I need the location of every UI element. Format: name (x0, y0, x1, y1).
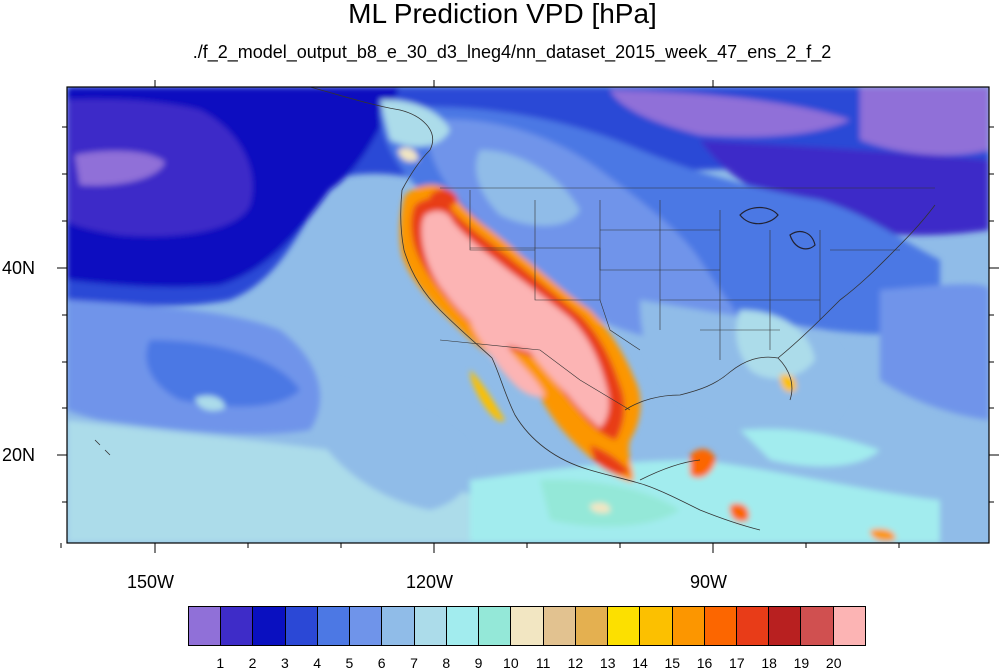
map-subtitle: ./f_2_model_output_b8_e_30_d3_lneg4/nn_d… (192, 42, 832, 62)
legend-swatch (833, 607, 865, 645)
map-title: ML Prediction VPD [hPa] (348, 0, 657, 29)
legend-swatch (608, 607, 641, 645)
legend-swatch (511, 607, 544, 645)
legend-swatch (543, 607, 576, 645)
legend-label: 10 (503, 655, 519, 671)
vpd-field (67, 87, 989, 543)
legend-swatch (317, 607, 351, 645)
legend-label: 7 (410, 655, 418, 671)
lon-label-90w: 90W (690, 572, 728, 592)
legend-label: 13 (599, 655, 616, 671)
lon-label-120w: 120W (406, 572, 454, 592)
legend-label: 18 (761, 655, 777, 671)
legend-swatch (575, 607, 609, 645)
legend-swatch (479, 607, 512, 645)
legend-swatch (350, 607, 383, 645)
political-boundaries (439, 187, 935, 411)
legend-label: 16 (696, 655, 713, 671)
legend-label: 17 (729, 655, 745, 671)
lat-label-20n: 20N (2, 445, 36, 465)
legend-swatch (253, 607, 286, 645)
legend-label: 19 (793, 655, 810, 671)
legend-label: 11 (535, 655, 551, 671)
legend-swatch (672, 607, 705, 645)
color-legend-bar (188, 606, 866, 646)
legend-swatch (769, 607, 802, 645)
legend-label: 4 (313, 655, 322, 671)
axis-ticks (57, 80, 999, 553)
legend-label: 12 (567, 655, 584, 671)
legend-swatch (446, 607, 480, 645)
legend-swatch (382, 607, 415, 645)
legend-label: 8 (442, 655, 451, 671)
coastlines (94, 87, 936, 531)
lon-label-150w: 150W (127, 572, 175, 592)
legend-swatch (801, 607, 834, 645)
legend-label: 14 (632, 655, 648, 671)
legend-swatch (221, 607, 254, 645)
legend-label: 15 (664, 655, 681, 671)
legend-swatch (285, 607, 318, 645)
legend-swatch (414, 607, 447, 645)
legend-label: 2 (248, 655, 257, 671)
legend-label: 6 (377, 655, 386, 671)
legend-label: 1 (216, 655, 225, 671)
legend-swatch (704, 607, 737, 645)
legend-swatch (640, 607, 673, 645)
great-lakes (739, 206, 816, 250)
legend-label: 9 (474, 655, 483, 671)
legend-swatch (736, 607, 770, 645)
lat-label-40n: 40N (2, 258, 36, 278)
legend-swatch (189, 607, 222, 645)
legend-label: 20 (825, 655, 842, 671)
legend-label: 3 (280, 655, 289, 671)
legend-label: 5 (345, 655, 354, 671)
